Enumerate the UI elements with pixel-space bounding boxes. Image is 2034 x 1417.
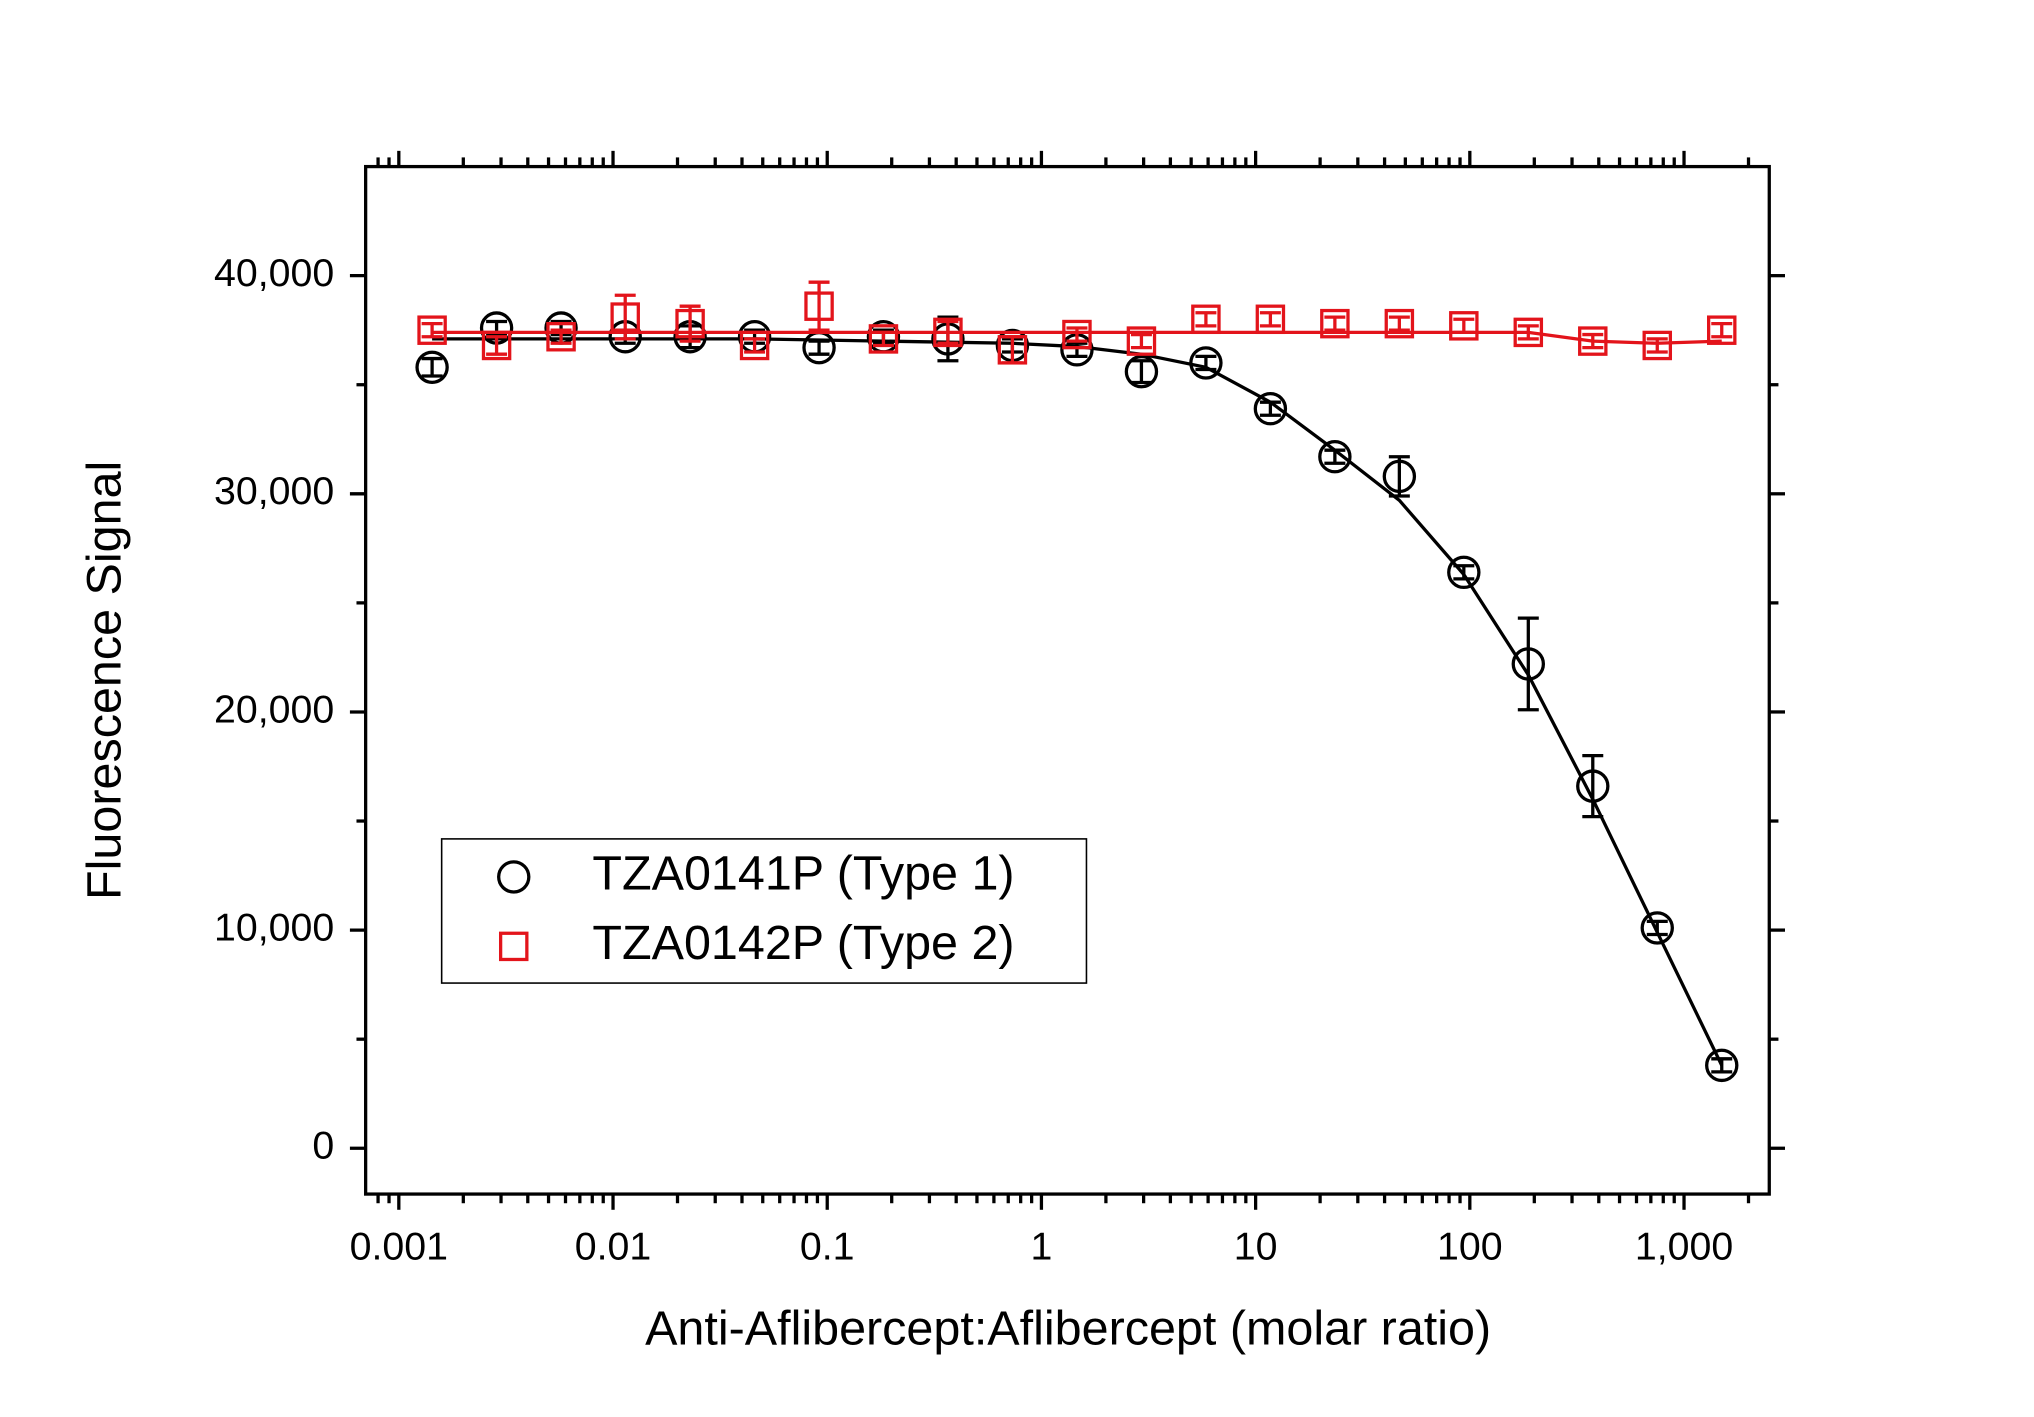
x-tick-label: 0.1 xyxy=(800,1224,855,1268)
error-bar xyxy=(1453,564,1475,581)
y-tick-label: 0 xyxy=(312,1124,334,1168)
point xyxy=(481,330,512,361)
y-tick-label: 30,000 xyxy=(214,469,334,513)
error-bar xyxy=(872,330,894,348)
legend-marker xyxy=(498,931,529,962)
x-tick-label: 1 xyxy=(1030,1224,1052,1268)
x-tick-label: 0.01 xyxy=(575,1224,651,1268)
point xyxy=(1642,330,1673,361)
x-tick-label: 0.001 xyxy=(350,1224,448,1268)
error-bar xyxy=(1646,919,1668,937)
point xyxy=(1191,304,1221,335)
error-bar xyxy=(1582,753,1604,819)
error-bar xyxy=(1388,315,1410,332)
point xyxy=(1124,354,1159,389)
legend-label: TZA0141P (Type 1) xyxy=(592,847,1014,901)
point xyxy=(933,317,963,348)
point xyxy=(739,330,770,361)
point xyxy=(1384,308,1415,339)
error-bar xyxy=(1711,322,1733,339)
error-bar xyxy=(1453,317,1475,335)
point xyxy=(1126,326,1157,356)
point xyxy=(1511,647,1546,681)
point xyxy=(1578,326,1608,356)
error-bar xyxy=(1130,332,1152,350)
point xyxy=(1707,315,1737,345)
point xyxy=(997,335,1028,365)
error-bar xyxy=(1066,326,1088,343)
error-bar xyxy=(1066,341,1088,359)
x-tick-label: 10 xyxy=(1234,1224,1278,1268)
point xyxy=(868,324,899,354)
point xyxy=(804,291,834,321)
point xyxy=(1255,304,1286,335)
point xyxy=(1382,459,1417,494)
point xyxy=(1449,311,1479,341)
point xyxy=(1513,317,1544,348)
point xyxy=(1062,319,1092,350)
y-tick-label: 40,000 xyxy=(214,251,334,295)
point xyxy=(546,321,576,352)
x-tick-label: 1,000 xyxy=(1635,1224,1733,1268)
error-bar xyxy=(1324,315,1346,332)
error-bar xyxy=(1324,448,1346,465)
error-bar xyxy=(744,337,766,354)
x-tick-label: 100 xyxy=(1437,1224,1503,1268)
legend-box xyxy=(440,838,1088,984)
legend-label: TZA0142P (Type 2) xyxy=(592,916,1014,970)
error-bar xyxy=(486,335,508,356)
point xyxy=(1447,555,1481,590)
point xyxy=(1320,308,1350,339)
legend-marker xyxy=(497,860,531,894)
error-bar xyxy=(1259,400,1281,417)
point xyxy=(1253,392,1288,426)
error-bar xyxy=(1711,1057,1733,1074)
error-bar xyxy=(1195,354,1217,372)
point xyxy=(1189,346,1223,380)
y-axis-label: Fluorescence Signal xyxy=(77,461,131,900)
error-bar xyxy=(1388,455,1410,498)
error-bar xyxy=(808,280,830,332)
error-bar xyxy=(1646,337,1668,354)
point xyxy=(610,302,640,332)
error-bar xyxy=(808,339,830,356)
point xyxy=(415,350,449,384)
point xyxy=(1640,911,1674,945)
point xyxy=(675,308,705,339)
error-bar xyxy=(1195,311,1217,328)
error-bar xyxy=(1517,324,1539,341)
error-bar xyxy=(550,328,572,345)
point xyxy=(1318,440,1352,474)
plot-frame xyxy=(364,164,1771,1196)
error-bar xyxy=(1130,359,1152,385)
x-axis-label: Anti-Aflibercept:Aflibercept (molar rati… xyxy=(645,1301,1491,1355)
y-tick-label: 10,000 xyxy=(214,905,334,949)
error-bar xyxy=(937,319,959,345)
point xyxy=(1576,769,1610,803)
error-bar xyxy=(1517,616,1539,712)
error-bar xyxy=(421,356,443,378)
point xyxy=(1705,1048,1739,1083)
point xyxy=(417,315,447,345)
error-bar xyxy=(421,322,443,339)
error-bar xyxy=(1259,311,1281,328)
y-tick-label: 20,000 xyxy=(214,687,334,731)
error-bar xyxy=(1582,332,1604,350)
